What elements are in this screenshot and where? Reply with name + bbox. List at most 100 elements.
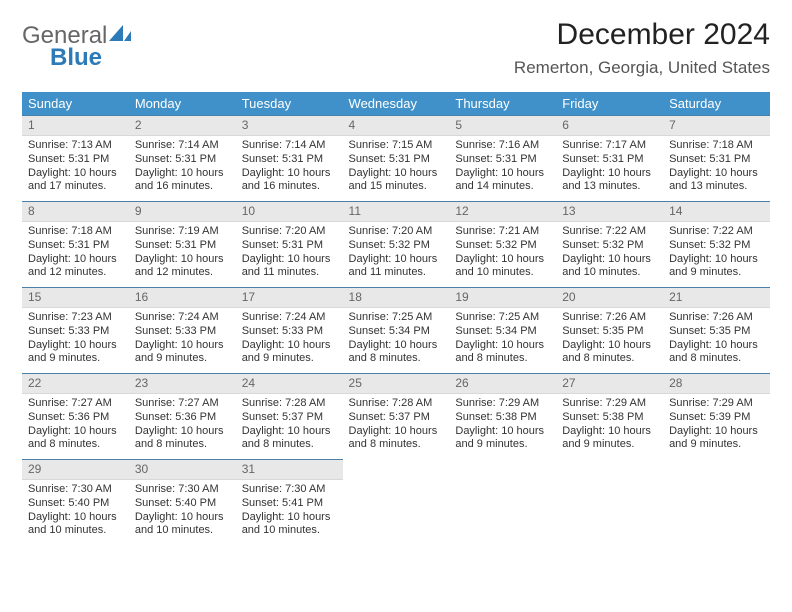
calendar-day-cell: 2Sunrise: 7:14 AMSunset: 5:31 PMDaylight… — [129, 116, 236, 202]
location-subtitle: Remerton, Georgia, United States — [514, 58, 770, 78]
daylight-text: Daylight: 10 hours and 8 minutes. — [135, 425, 230, 453]
daylight-text: Daylight: 10 hours and 12 minutes. — [28, 253, 123, 281]
day-number: 28 — [663, 374, 770, 394]
calendar-day-cell: 26Sunrise: 7:29 AMSunset: 5:38 PMDayligh… — [449, 374, 556, 460]
sunrise-text: Sunrise: 7:27 AM — [28, 397, 123, 411]
day-number: 13 — [556, 202, 663, 222]
sunrise-text: Sunrise: 7:22 AM — [669, 225, 764, 239]
sunset-text: Sunset: 5:36 PM — [28, 411, 123, 425]
sunrise-text: Sunrise: 7:13 AM — [28, 139, 123, 153]
calendar-day-cell: 27Sunrise: 7:29 AMSunset: 5:38 PMDayligh… — [556, 374, 663, 460]
daylight-text: Daylight: 10 hours and 9 minutes. — [669, 253, 764, 281]
weekday-header: Sunday — [22, 92, 129, 116]
calendar-day-cell: 10Sunrise: 7:20 AMSunset: 5:31 PMDayligh… — [236, 202, 343, 288]
day-body: Sunrise: 7:28 AMSunset: 5:37 PMDaylight:… — [236, 394, 343, 456]
daylight-text: Daylight: 10 hours and 8 minutes. — [455, 339, 550, 367]
calendar-day-cell: 12Sunrise: 7:21 AMSunset: 5:32 PMDayligh… — [449, 202, 556, 288]
weekday-header: Saturday — [663, 92, 770, 116]
calendar-day-cell: 14Sunrise: 7:22 AMSunset: 5:32 PMDayligh… — [663, 202, 770, 288]
sunset-text: Sunset: 5:41 PM — [242, 497, 337, 511]
sunrise-text: Sunrise: 7:16 AM — [455, 139, 550, 153]
month-title: December 2024 — [514, 18, 770, 52]
daylight-text: Daylight: 10 hours and 11 minutes. — [242, 253, 337, 281]
day-number: 4 — [343, 116, 450, 136]
day-body: Sunrise: 7:29 AMSunset: 5:38 PMDaylight:… — [449, 394, 556, 456]
calendar-week-row: 29Sunrise: 7:30 AMSunset: 5:40 PMDayligh… — [22, 460, 770, 546]
sunset-text: Sunset: 5:31 PM — [135, 153, 230, 167]
day-number: 11 — [343, 202, 450, 222]
daylight-text: Daylight: 10 hours and 10 minutes. — [135, 511, 230, 539]
sunrise-text: Sunrise: 7:30 AM — [242, 483, 337, 497]
day-body: Sunrise: 7:22 AMSunset: 5:32 PMDaylight:… — [556, 222, 663, 284]
sunrise-text: Sunrise: 7:25 AM — [349, 311, 444, 325]
daylight-text: Daylight: 10 hours and 15 minutes. — [349, 167, 444, 195]
sunrise-text: Sunrise: 7:18 AM — [669, 139, 764, 153]
day-body: Sunrise: 7:29 AMSunset: 5:39 PMDaylight:… — [663, 394, 770, 456]
sunset-text: Sunset: 5:32 PM — [669, 239, 764, 253]
calendar-day-cell — [663, 460, 770, 546]
day-body: Sunrise: 7:18 AMSunset: 5:31 PMDaylight:… — [663, 136, 770, 198]
calendar-day-cell — [556, 460, 663, 546]
calendar-day-cell — [343, 460, 450, 546]
day-number: 24 — [236, 374, 343, 394]
day-number: 21 — [663, 288, 770, 308]
daylight-text: Daylight: 10 hours and 13 minutes. — [562, 167, 657, 195]
calendar-day-cell: 6Sunrise: 7:17 AMSunset: 5:31 PMDaylight… — [556, 116, 663, 202]
calendar-day-cell: 25Sunrise: 7:28 AMSunset: 5:37 PMDayligh… — [343, 374, 450, 460]
daylight-text: Daylight: 10 hours and 9 minutes. — [562, 425, 657, 453]
daylight-text: Daylight: 10 hours and 9 minutes. — [455, 425, 550, 453]
calendar-day-cell: 29Sunrise: 7:30 AMSunset: 5:40 PMDayligh… — [22, 460, 129, 546]
day-body: Sunrise: 7:19 AMSunset: 5:31 PMDaylight:… — [129, 222, 236, 284]
sunrise-text: Sunrise: 7:20 AM — [242, 225, 337, 239]
daylight-text: Daylight: 10 hours and 9 minutes. — [135, 339, 230, 367]
day-body: Sunrise: 7:20 AMSunset: 5:32 PMDaylight:… — [343, 222, 450, 284]
day-body: Sunrise: 7:24 AMSunset: 5:33 PMDaylight:… — [236, 308, 343, 370]
day-body: Sunrise: 7:21 AMSunset: 5:32 PMDaylight:… — [449, 222, 556, 284]
day-body: Sunrise: 7:20 AMSunset: 5:31 PMDaylight:… — [236, 222, 343, 284]
day-body: Sunrise: 7:13 AMSunset: 5:31 PMDaylight:… — [22, 136, 129, 198]
sunrise-text: Sunrise: 7:24 AM — [242, 311, 337, 325]
sunset-text: Sunset: 5:31 PM — [28, 239, 123, 253]
day-number: 5 — [449, 116, 556, 136]
day-number: 15 — [22, 288, 129, 308]
sunrise-text: Sunrise: 7:30 AM — [28, 483, 123, 497]
day-number: 18 — [343, 288, 450, 308]
weekday-header-row: Sunday Monday Tuesday Wednesday Thursday… — [22, 92, 770, 116]
page-header: General Blue December 2024 Remerton, Geo… — [22, 18, 770, 88]
day-number: 7 — [663, 116, 770, 136]
calendar-day-cell: 22Sunrise: 7:27 AMSunset: 5:36 PMDayligh… — [22, 374, 129, 460]
calendar-day-cell: 8Sunrise: 7:18 AMSunset: 5:31 PMDaylight… — [22, 202, 129, 288]
title-block: December 2024 Remerton, Georgia, United … — [514, 18, 770, 88]
calendar-day-cell: 15Sunrise: 7:23 AMSunset: 5:33 PMDayligh… — [22, 288, 129, 374]
sunset-text: Sunset: 5:39 PM — [669, 411, 764, 425]
day-body: Sunrise: 7:30 AMSunset: 5:40 PMDaylight:… — [129, 480, 236, 542]
weekday-header: Wednesday — [343, 92, 450, 116]
day-body: Sunrise: 7:18 AMSunset: 5:31 PMDaylight:… — [22, 222, 129, 284]
sunset-text: Sunset: 5:35 PM — [562, 325, 657, 339]
weekday-header: Thursday — [449, 92, 556, 116]
weekday-header: Monday — [129, 92, 236, 116]
sunrise-text: Sunrise: 7:14 AM — [242, 139, 337, 153]
calendar-day-cell: 23Sunrise: 7:27 AMSunset: 5:36 PMDayligh… — [129, 374, 236, 460]
sunrise-text: Sunrise: 7:28 AM — [242, 397, 337, 411]
calendar-day-cell: 21Sunrise: 7:26 AMSunset: 5:35 PMDayligh… — [663, 288, 770, 374]
sunset-text: Sunset: 5:31 PM — [242, 239, 337, 253]
sunrise-text: Sunrise: 7:21 AM — [455, 225, 550, 239]
daylight-text: Daylight: 10 hours and 10 minutes. — [455, 253, 550, 281]
sunset-text: Sunset: 5:34 PM — [455, 325, 550, 339]
daylight-text: Daylight: 10 hours and 9 minutes. — [242, 339, 337, 367]
sunrise-text: Sunrise: 7:15 AM — [349, 139, 444, 153]
day-body: Sunrise: 7:26 AMSunset: 5:35 PMDaylight:… — [663, 308, 770, 370]
day-number: 3 — [236, 116, 343, 136]
day-number: 12 — [449, 202, 556, 222]
day-number: 8 — [22, 202, 129, 222]
sunset-text: Sunset: 5:37 PM — [349, 411, 444, 425]
calendar-day-cell: 24Sunrise: 7:28 AMSunset: 5:37 PMDayligh… — [236, 374, 343, 460]
day-number: 20 — [556, 288, 663, 308]
day-body: Sunrise: 7:14 AMSunset: 5:31 PMDaylight:… — [236, 136, 343, 198]
calendar-day-cell: 31Sunrise: 7:30 AMSunset: 5:41 PMDayligh… — [236, 460, 343, 546]
logo-sail-icon — [109, 25, 131, 48]
calendar-day-cell: 20Sunrise: 7:26 AMSunset: 5:35 PMDayligh… — [556, 288, 663, 374]
day-body: Sunrise: 7:16 AMSunset: 5:31 PMDaylight:… — [449, 136, 556, 198]
day-body: Sunrise: 7:28 AMSunset: 5:37 PMDaylight:… — [343, 394, 450, 456]
